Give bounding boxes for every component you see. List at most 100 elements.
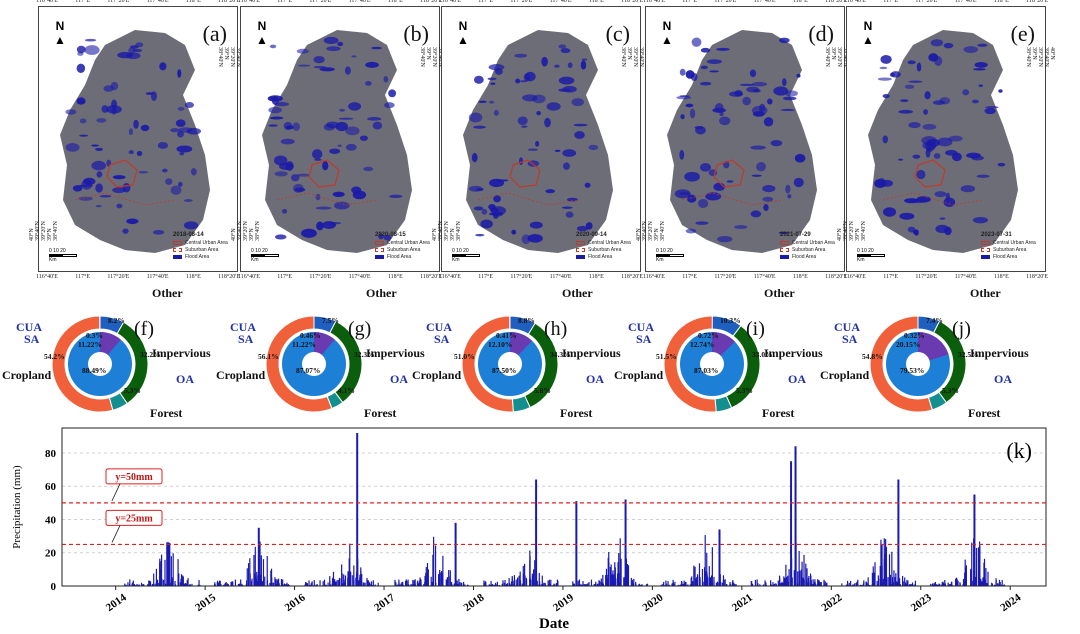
flood-patch: [162, 168, 168, 173]
legend-item: Flood Area: [576, 254, 634, 260]
flood-patch: [473, 75, 484, 84]
lat-tick: 39°40'N: [1043, 47, 1049, 67]
lon-tick: 117°20'E: [714, 274, 737, 280]
lon-tick: 117°40'E: [954, 0, 977, 4]
flood-patch: [739, 83, 754, 87]
flood-patch: [101, 105, 109, 113]
legend-label: Central Urban Area: [588, 240, 631, 246]
lat-tick: 39°40'N: [235, 47, 241, 67]
lon-tick: 117°E: [682, 0, 698, 4]
flood-patch: [966, 152, 981, 159]
pct-impervious: 32.5%: [958, 350, 979, 359]
flood-patch: [126, 218, 139, 225]
x-axis-label: Date: [539, 616, 569, 632]
pct-oa: 79.53%: [900, 366, 925, 375]
x-tick-label: 2017: [372, 591, 397, 614]
flood-patch: [898, 109, 914, 114]
legend-label: Flood Area: [185, 254, 210, 260]
legend-item: Central Urban Area: [576, 240, 634, 246]
flood-patch: [332, 191, 345, 198]
panel-letter: (b): [403, 21, 429, 46]
reference-pointer: [111, 525, 121, 543]
label-forest: Forest: [560, 406, 593, 420]
legend-label: Suburban Area: [588, 247, 622, 253]
flood-patch: [152, 229, 165, 235]
flood-patch: [177, 69, 182, 78]
legend-label: Central Urban Area: [185, 240, 228, 246]
legend-label: Flood Area: [387, 254, 412, 260]
flood-map: [262, 30, 412, 253]
x-tick-label: 2020: [641, 591, 666, 614]
flood-patch: [554, 149, 561, 153]
label-cropland: Cropland: [614, 368, 664, 382]
flood-patch: [316, 221, 324, 231]
lon-tick: 118°E: [588, 0, 604, 4]
lon-tick: 118°20'E: [420, 0, 442, 4]
flood-patch: [170, 128, 180, 133]
flood-patch: [877, 77, 892, 81]
legend-label: Central Urban Area: [387, 240, 430, 246]
lon-tick: 116°40'E: [439, 274, 461, 280]
label-forest: Forest: [364, 406, 397, 420]
flood-patch: [319, 67, 335, 72]
lat-tick: 39°40'N: [437, 47, 443, 67]
lon-tick: 116°40'E: [238, 0, 260, 4]
lon-tick: 117°40'E: [549, 274, 572, 280]
flood-patch: [471, 152, 478, 163]
x-tick-label: 2022: [819, 591, 844, 614]
scale-bar: 0 10 20 Km: [251, 248, 279, 263]
flood-patch: [520, 125, 528, 128]
donut-hole: [906, 352, 930, 376]
lon-tick: 116°40'E: [844, 0, 866, 4]
label-other: Other: [366, 286, 397, 300]
flood-patch: [157, 142, 169, 149]
flood-patch: [81, 179, 93, 190]
flood-patch: [315, 206, 332, 210]
flood-patch: [554, 64, 560, 68]
x-tick-label: 2014: [104, 591, 129, 614]
longitude-ticks: 116°40'E 117°E 117°20'E 117°40'E 118°E 118°20…: [643, 274, 847, 280]
lat-tick: 38°40'N: [419, 47, 425, 67]
flood-patch: [890, 71, 901, 78]
flood-patch: [883, 207, 897, 217]
lon-tick: 118°20'E: [1026, 274, 1048, 280]
flood-patch: [190, 168, 197, 176]
pct-other: 7.5%: [322, 316, 339, 325]
map-legend: 2023-07-31 Central Urban Area Suburban Are…: [981, 232, 1039, 261]
flood-patch: [339, 108, 346, 112]
lat-tick: 39°N: [223, 47, 229, 60]
flood-patch: [536, 110, 541, 116]
pct-cropland: 54.8%: [862, 352, 883, 361]
flood-patch: [926, 138, 940, 148]
map-date: 2020-08-15: [375, 232, 406, 238]
flood-patch: [717, 235, 733, 243]
flood-patch: [77, 51, 84, 56]
reference-label-box: [105, 468, 163, 485]
lat-tick: 39°20'N: [836, 47, 842, 67]
flood-patch: [879, 66, 888, 70]
flood-patch: [326, 46, 341, 52]
flood-patch: [129, 45, 139, 49]
legend-label: Flood Area: [792, 254, 817, 260]
flood-patch: [268, 124, 278, 127]
flood-patch: [899, 212, 915, 220]
flood-patch: [165, 178, 173, 185]
flood-patch: [684, 171, 700, 182]
flood-patch: [796, 73, 801, 78]
flood-patch: [997, 162, 1006, 167]
flood-patch: [488, 64, 505, 71]
scale-bar: 0 10 20 Km: [49, 248, 77, 263]
flood-patch: [726, 180, 734, 183]
flood-patch: [699, 81, 712, 86]
donut-chart: Other Impervious Forest Cropland CUA SA OA (f) 8…: [0, 284, 211, 424]
map-date: 2020-09-14: [576, 232, 607, 238]
flood-patch: [984, 107, 996, 115]
flood-patch: [65, 109, 77, 115]
pct-sa: 20.15%: [896, 340, 921, 349]
map-panel: 116°40'E 117°E 117°20'E 117°40'E 118°E 118°20…: [432, 0, 650, 280]
flood-patch: [778, 37, 790, 44]
flood-patch: [128, 150, 134, 155]
flood-patch: [96, 118, 107, 123]
flood-patch: [84, 45, 100, 55]
flood-patch: [128, 47, 136, 54]
